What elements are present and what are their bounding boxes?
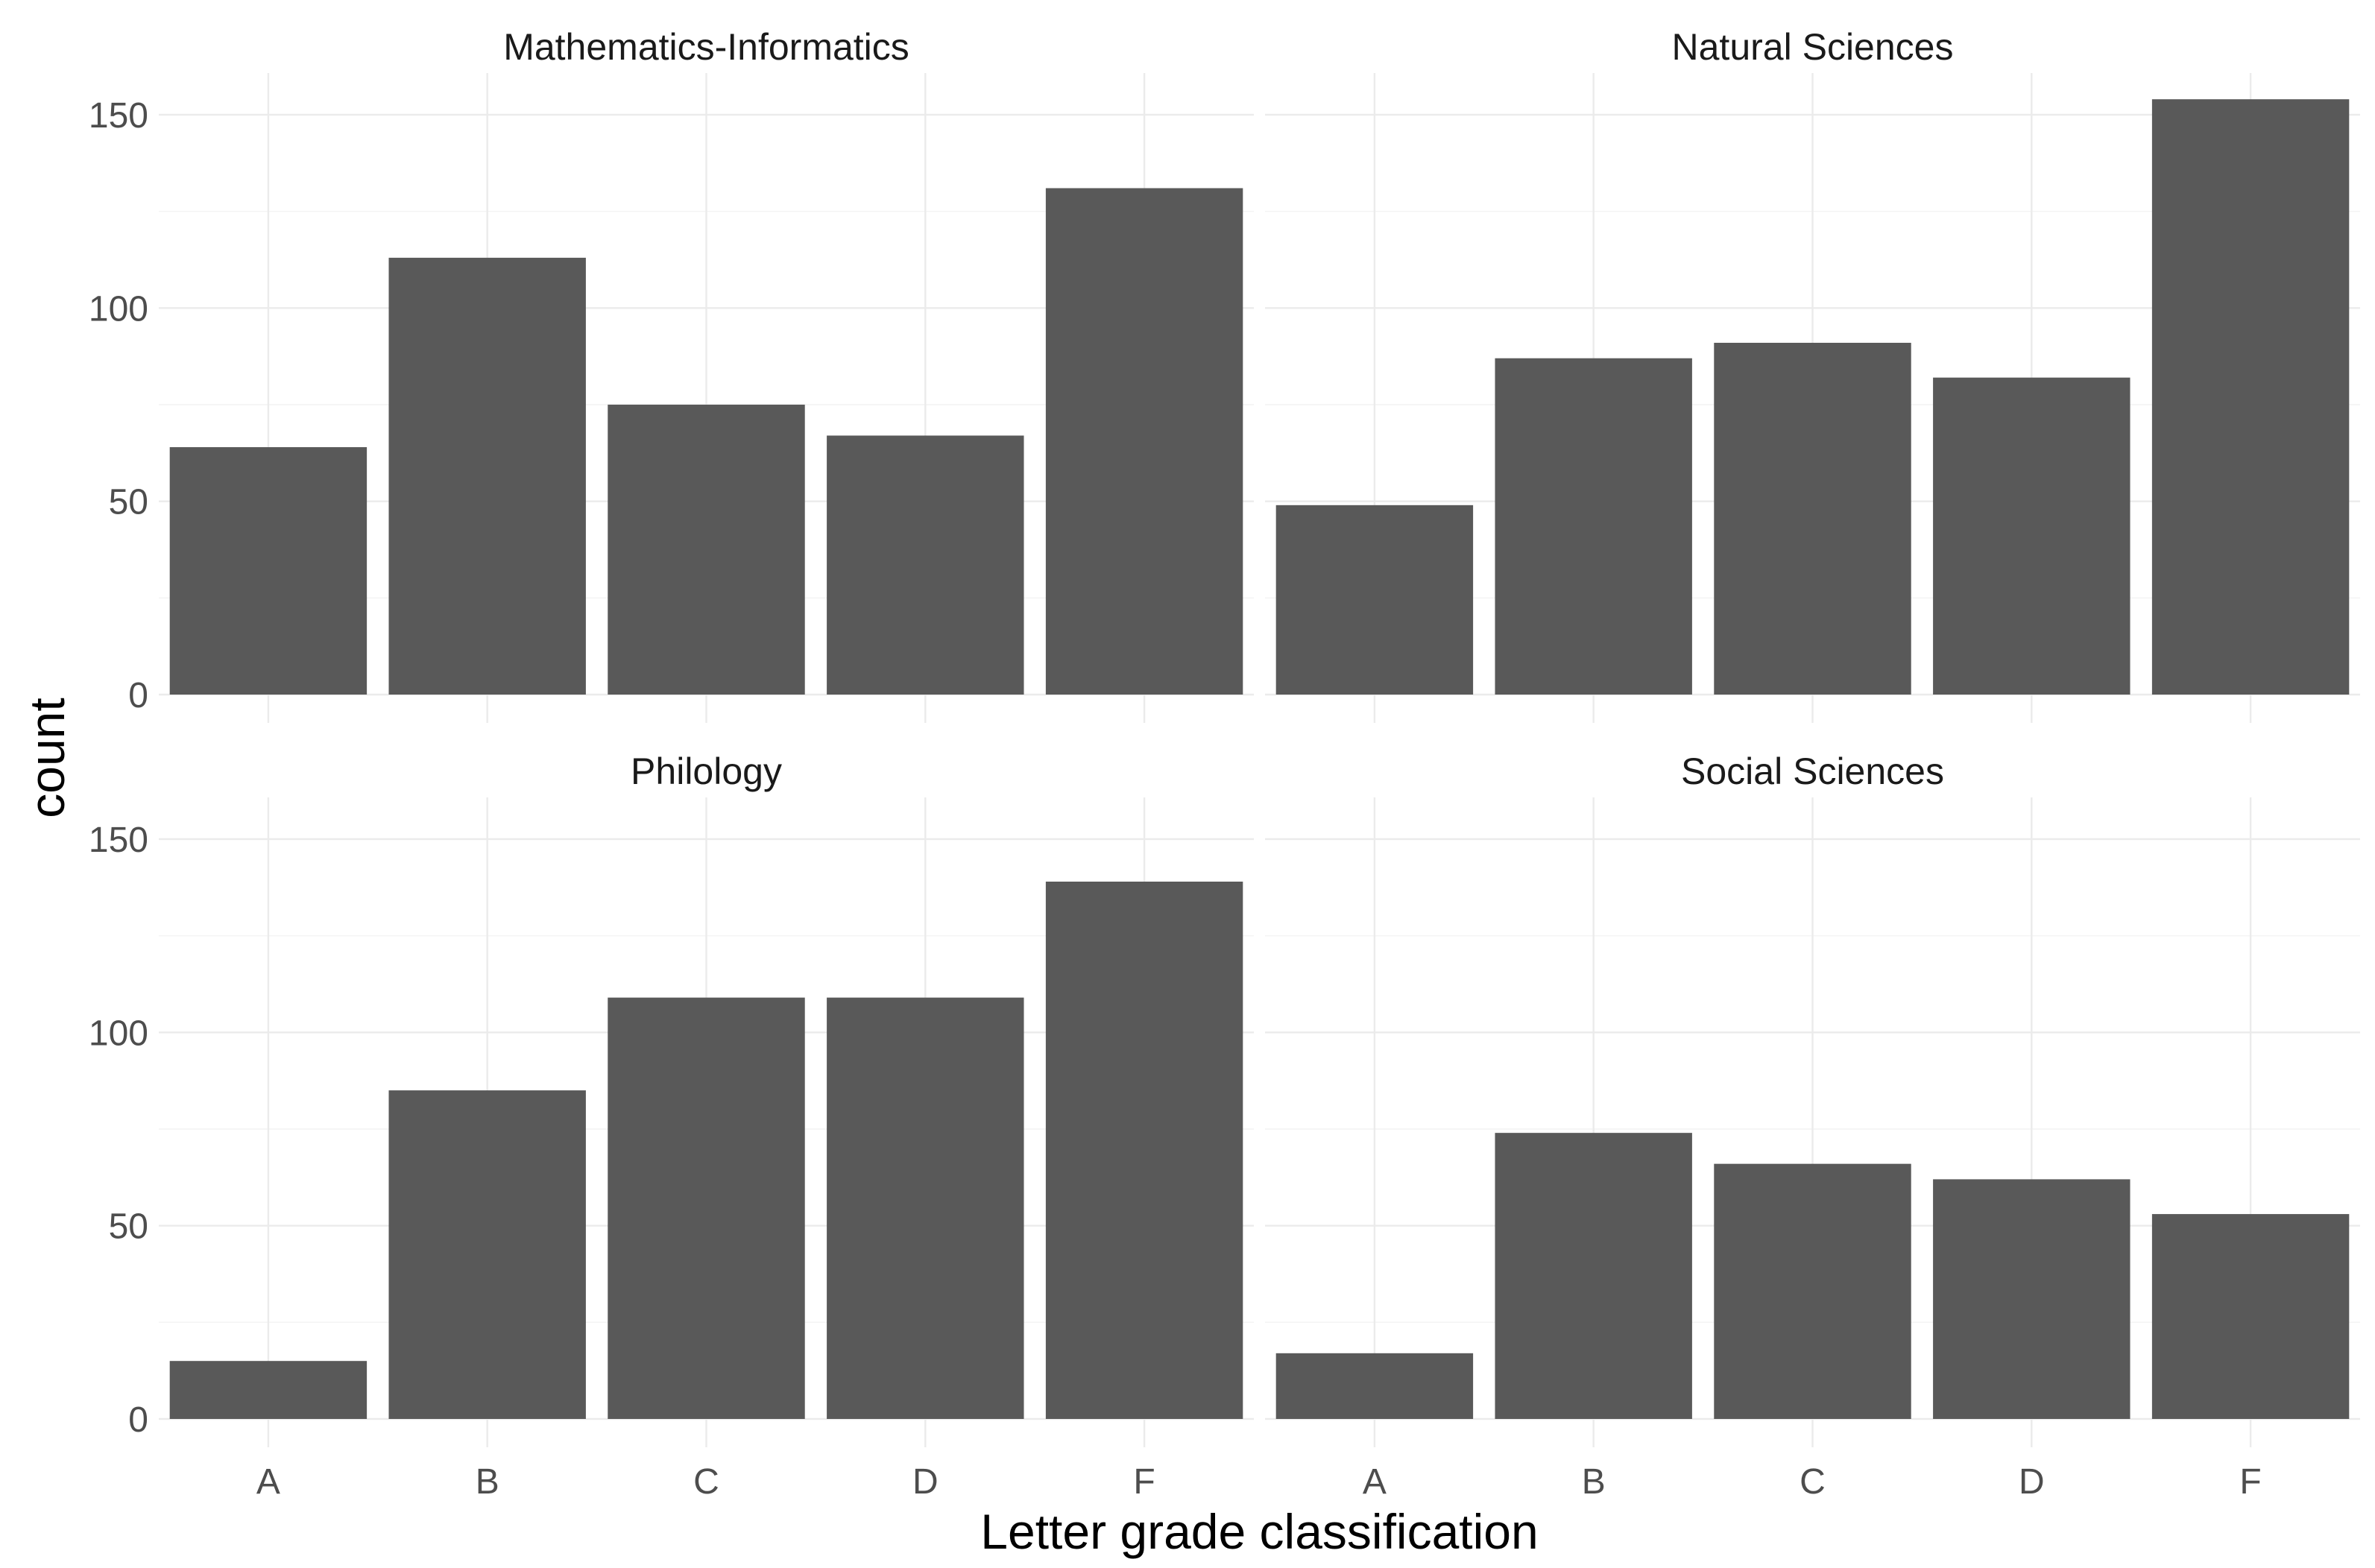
y-tick-label: 100 bbox=[89, 289, 148, 329]
x-axis-title: Letter grade classification bbox=[980, 1504, 1538, 1559]
bar-philology-b bbox=[388, 1090, 586, 1419]
panel-natural-sciences: Natural Sciences bbox=[1265, 26, 2360, 723]
x-tick-label: D bbox=[2019, 1462, 2045, 1502]
bar-natural-sciences-f bbox=[2151, 99, 2350, 695]
bar-philology-c bbox=[608, 997, 805, 1419]
x-tick-label: B bbox=[476, 1462, 499, 1502]
bar-mathematics-informatics-f bbox=[1045, 188, 1243, 695]
bar-social-sciences-d bbox=[1933, 1179, 2130, 1419]
bar-natural-sciences-a bbox=[1275, 505, 1474, 695]
bar-natural-sciences-c bbox=[1714, 342, 1911, 695]
bar-social-sciences-a bbox=[1275, 1353, 1474, 1419]
panel-philology: Philology 0 50 100 150 A B C D F bbox=[89, 750, 1254, 1502]
bar-social-sciences-c bbox=[1714, 1163, 1911, 1419]
y-tick-label: 0 bbox=[128, 676, 148, 715]
y-tick-label: 50 bbox=[109, 483, 148, 522]
y-tick-label: 100 bbox=[89, 1014, 148, 1053]
y-tick-label: 0 bbox=[128, 1400, 148, 1440]
x-tick-label: F bbox=[1133, 1462, 1155, 1502]
x-tick-label: A bbox=[1363, 1462, 1387, 1502]
panels-layer: Mathematics-Informatics 0 50 100 150 Natural … bbox=[89, 26, 2360, 1502]
facet-title: Natural Sciences bbox=[1672, 26, 1954, 68]
bar-philology-f bbox=[1045, 881, 1243, 1419]
x-tick-label: C bbox=[1800, 1462, 1826, 1502]
bar-mathematics-informatics-a bbox=[169, 447, 368, 695]
y-tick-label: 150 bbox=[89, 821, 148, 860]
bar-social-sciences-b bbox=[1495, 1133, 1692, 1419]
x-tick-label: F bbox=[2239, 1462, 2261, 1502]
bar-social-sciences-f bbox=[2151, 1214, 2350, 1419]
bar-mathematics-informatics-d bbox=[827, 435, 1024, 695]
x-tick-label: D bbox=[912, 1462, 939, 1502]
x-tick-label: B bbox=[1582, 1462, 1606, 1502]
bar-mathematics-informatics-c bbox=[608, 404, 805, 695]
facet-title: Social Sciences bbox=[1681, 750, 1944, 792]
facet-title: Mathematics-Informatics bbox=[503, 26, 909, 68]
x-tick-label: A bbox=[256, 1462, 280, 1502]
panel-social-sciences: Social Sciences A B C D F bbox=[1265, 750, 2360, 1502]
bar-natural-sciences-d bbox=[1933, 377, 2130, 695]
panel-mathematics-informatics: Mathematics-Informatics 0 50 100 150 bbox=[89, 26, 1254, 723]
y-tick-label: 150 bbox=[89, 96, 148, 136]
bar-philology-a bbox=[169, 1361, 368, 1419]
bar-natural-sciences-b bbox=[1495, 358, 1692, 695]
x-tick-label: C bbox=[693, 1462, 719, 1502]
bar-mathematics-informatics-b bbox=[388, 257, 586, 695]
y-tick-label: 50 bbox=[109, 1207, 148, 1247]
y-axis-title: count bbox=[19, 698, 75, 818]
facet-title: Philology bbox=[631, 750, 782, 792]
bar-philology-d bbox=[827, 997, 1024, 1419]
